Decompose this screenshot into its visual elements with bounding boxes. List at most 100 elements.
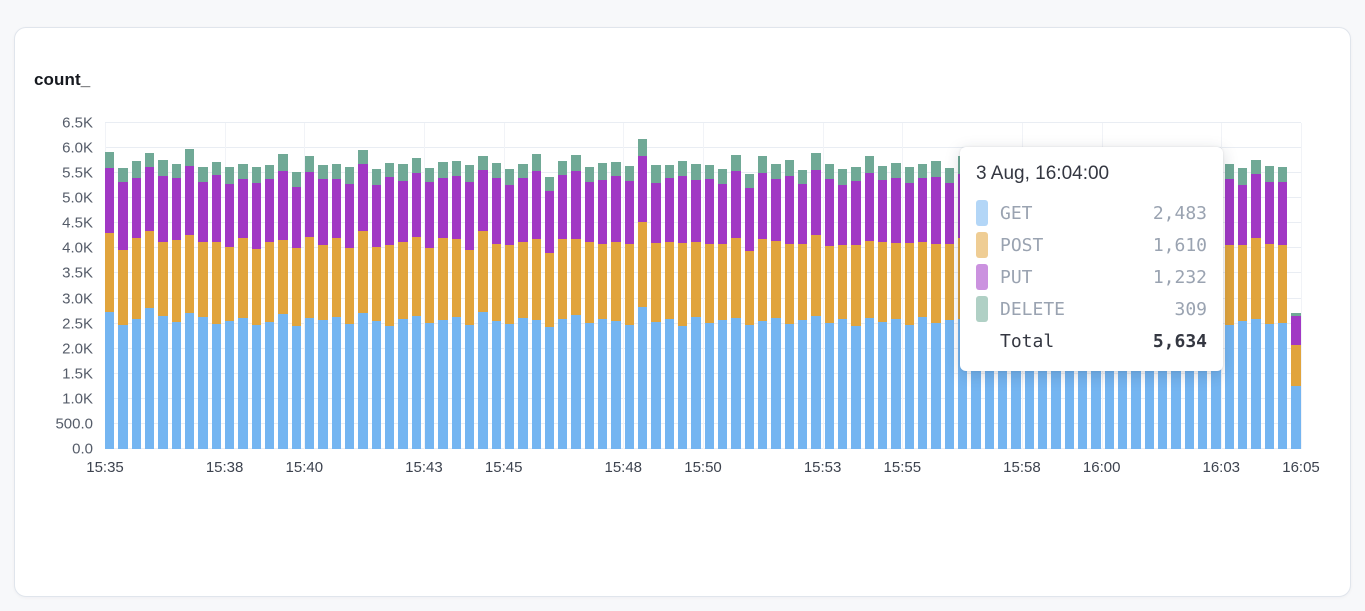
bar-segment-put[interactable] (518, 178, 528, 243)
bar-segment-delete[interactable] (451, 160, 461, 176)
stacked-bar[interactable] (891, 123, 901, 449)
stacked-bar[interactable] (1277, 123, 1288, 449)
bar-segment-put[interactable] (171, 178, 181, 241)
bar-segment-put[interactable] (891, 177, 901, 244)
bar-segment-put[interactable] (544, 191, 555, 253)
bar-segment-post[interactable] (611, 242, 621, 321)
stacked-bar[interactable] (331, 123, 341, 449)
bar-segment-post[interactable] (651, 242, 661, 323)
stacked-bar[interactable] (1291, 123, 1301, 449)
stacked-bar[interactable] (651, 123, 661, 449)
bar-segment-post[interactable] (624, 243, 635, 325)
stacked-bar[interactable] (384, 123, 395, 449)
stacked-bar[interactable] (1237, 123, 1248, 449)
bar-segment-get[interactable] (851, 326, 861, 449)
bar-segment-delete[interactable] (211, 161, 221, 175)
bar-segment-put[interactable] (291, 186, 301, 248)
bar-segment-post[interactable] (371, 246, 381, 322)
stacked-bar[interactable] (264, 123, 275, 449)
stacked-bar[interactable] (504, 123, 515, 449)
bar-segment-get[interactable] (1197, 320, 1208, 449)
bar-segment-post[interactable] (598, 244, 608, 319)
bar-segment-get[interactable] (1291, 385, 1301, 449)
stacked-bar[interactable] (518, 123, 528, 449)
bar-segment-delete[interactable] (304, 155, 315, 172)
bar-segment-post[interactable] (571, 238, 581, 316)
bar-segment-post[interactable] (771, 240, 781, 318)
bar-segment-put[interactable] (944, 183, 954, 244)
bar-segment-put[interactable] (1237, 184, 1248, 245)
bar-segment-post[interactable] (304, 236, 315, 319)
bar-segment-get[interactable] (1264, 324, 1274, 449)
bar-segment-get[interactable] (171, 321, 181, 449)
stacked-bar[interactable] (1251, 123, 1261, 449)
bar-segment-get[interactable] (264, 321, 275, 449)
bar-segment-delete[interactable] (118, 168, 128, 183)
bar-segment-get[interactable] (1157, 326, 1168, 449)
stacked-bar[interactable] (598, 123, 608, 449)
bar-segment-put[interactable] (278, 171, 288, 240)
stacked-bar[interactable] (824, 123, 835, 449)
bar-segment-delete[interactable] (158, 159, 168, 176)
bar-segment-delete[interactable] (811, 153, 821, 171)
bar-segment-get[interactable] (891, 319, 901, 449)
bar-segment-put[interactable] (624, 181, 635, 244)
bar-segment-get[interactable] (864, 317, 875, 449)
bar-segment-post[interactable] (891, 243, 901, 320)
bar-segment-put[interactable] (264, 179, 275, 242)
bar-segment-get[interactable] (304, 318, 315, 449)
bar-segment-put[interactable] (718, 184, 728, 244)
stacked-bar[interactable] (171, 123, 181, 449)
stacked-bar[interactable] (691, 123, 701, 449)
stacked-bar[interactable] (464, 123, 475, 449)
stacked-bar[interactable] (131, 123, 141, 449)
bar-segment-delete[interactable] (571, 154, 581, 171)
bar-segment-get[interactable] (1224, 324, 1234, 449)
bar-segment-put[interactable] (678, 176, 688, 244)
bar-segment-get[interactable] (118, 324, 128, 449)
bar-segment-delete[interactable] (131, 161, 141, 178)
bar-segment-delete[interactable] (438, 162, 448, 179)
bar-segment-put[interactable] (1224, 178, 1234, 245)
bar-segment-delete[interactable] (784, 160, 795, 176)
bar-segment-get[interactable] (1024, 319, 1034, 449)
bar-segment-put[interactable] (144, 167, 155, 231)
bar-segment-delete[interactable] (731, 154, 741, 172)
bar-segment-post[interactable] (584, 242, 595, 323)
bar-segment-post[interactable] (1291, 345, 1301, 386)
bar-segment-delete[interactable] (771, 164, 781, 179)
bar-segment-get[interactable] (611, 320, 621, 449)
bar-segment-post[interactable] (1251, 238, 1261, 320)
bar-segment-post[interactable] (1277, 245, 1288, 323)
bar-segment-post[interactable] (438, 238, 448, 320)
bar-segment-get[interactable] (1064, 323, 1074, 449)
bar-segment-post[interactable] (1237, 244, 1248, 322)
bar-segment-post[interactable] (718, 243, 728, 320)
bar-segment-delete[interactable] (944, 168, 954, 184)
bar-segment-delete[interactable] (291, 172, 301, 187)
bar-segment-get[interactable] (811, 315, 821, 449)
stacked-bar[interactable] (718, 123, 728, 449)
bar-segment-get[interactable] (398, 318, 408, 449)
bar-segment-get[interactable] (904, 325, 915, 449)
bar-segment-delete[interactable] (638, 139, 648, 157)
stacked-bar[interactable] (344, 123, 355, 449)
bar-segment-put[interactable] (464, 182, 475, 250)
bar-segment-delete[interactable] (491, 162, 501, 179)
bar-segment-post[interactable] (358, 230, 368, 313)
stacked-bar[interactable] (251, 123, 261, 449)
bar-segment-put[interactable] (411, 172, 421, 238)
bar-segment-delete[interactable] (704, 164, 715, 180)
bar-segment-post[interactable] (224, 247, 235, 321)
bar-segment-post[interactable] (798, 244, 808, 320)
bar-segment-delete[interactable] (558, 161, 568, 175)
bar-segment-post[interactable] (864, 240, 875, 318)
bar-segment-post[interactable] (264, 241, 275, 322)
bar-segment-delete[interactable] (411, 157, 421, 173)
bar-segment-post[interactable] (344, 248, 355, 325)
bar-segment-get[interactable] (997, 318, 1008, 449)
bar-segment-delete[interactable] (105, 152, 115, 169)
bar-segment-get[interactable] (1051, 316, 1061, 449)
stacked-bar[interactable] (811, 123, 821, 449)
bar-segment-put[interactable] (344, 184, 355, 249)
